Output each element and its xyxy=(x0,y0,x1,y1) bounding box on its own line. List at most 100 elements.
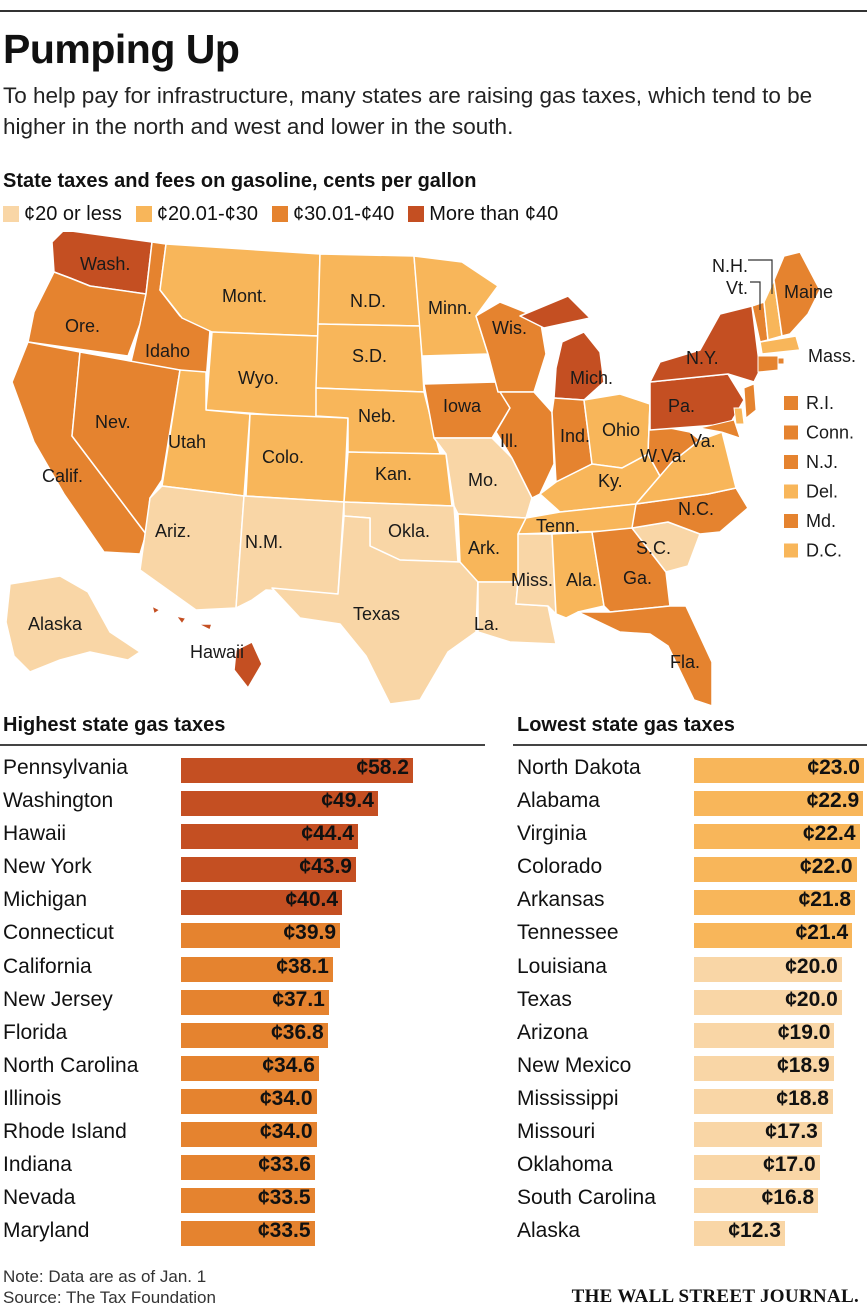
key-label-dc: D.C. xyxy=(806,541,842,561)
bar-value-label: ¢37.1 xyxy=(272,987,325,1011)
bar-row: Indiana ¢33.6 xyxy=(3,1151,488,1184)
bar-category-label: Maryland xyxy=(3,1219,90,1243)
state-label-kan: Kan. xyxy=(375,464,412,484)
bar-row: Texas ¢20.0 xyxy=(517,986,867,1019)
bar-category-label: Virginia xyxy=(517,822,587,846)
bar xyxy=(694,989,842,1015)
state-label-calif: Calif. xyxy=(42,466,83,486)
bar xyxy=(694,956,842,982)
state-maine xyxy=(773,251,821,337)
key-swatch-ri xyxy=(784,396,798,410)
key-label-nj: N.J. xyxy=(806,452,838,472)
state-label-nm: N.M. xyxy=(245,532,283,552)
bar xyxy=(694,890,856,916)
bar xyxy=(694,857,857,883)
bar xyxy=(181,1155,315,1181)
bar xyxy=(694,923,853,949)
bar-category-label: Arkansas xyxy=(517,888,605,912)
state-label-colo: Colo. xyxy=(262,447,304,467)
leader-line-nh xyxy=(748,259,773,294)
state-label-utah: Utah xyxy=(168,432,206,452)
bar-value-label: ¢33.6 xyxy=(258,1153,311,1177)
bar-row: North Carolina ¢34.6 xyxy=(3,1052,488,1085)
bar-category-label: New Jersey xyxy=(3,987,113,1011)
state-label-ill: Ill. xyxy=(500,431,518,451)
state-label-va: Va. xyxy=(690,431,716,451)
bar xyxy=(181,1221,315,1247)
bar-category-label: Florida xyxy=(3,1020,68,1044)
bar-value-label: ¢34.6 xyxy=(262,1053,315,1077)
state-texas xyxy=(271,515,479,705)
bar-value-label: ¢58.2 xyxy=(356,756,409,779)
key-swatch-dc xyxy=(784,543,798,558)
leader-line-vt xyxy=(750,281,761,310)
page-subtitle: To help pay for infrastructure, many sta… xyxy=(3,83,813,139)
bar xyxy=(181,1088,317,1114)
bar-category-label: Colorado xyxy=(517,855,603,879)
bar xyxy=(694,1155,820,1181)
bar-category-label: Washington xyxy=(3,789,114,813)
state-label-alaska: Alaska xyxy=(28,614,83,634)
state-label-wash: Wash. xyxy=(80,254,130,274)
bar xyxy=(181,1188,315,1214)
state-mich xyxy=(519,295,605,401)
publisher-logo: THE WALL STREET JOURNAL. xyxy=(571,1286,859,1307)
state-label-tenn: Tenn. xyxy=(536,516,580,536)
bar-value-label: ¢17.0 xyxy=(763,1153,816,1177)
bar-row: New York ¢43.9 xyxy=(3,853,488,886)
state-nd xyxy=(317,253,421,327)
lowest-bar-chart: North Dakota ¢23.0 Alabama ¢22.9 Virginia ¢22… xyxy=(517,754,867,1250)
key-label-ri: R.I. xyxy=(806,393,834,413)
state-nj xyxy=(743,383,757,419)
bar-row: Hawaii ¢44.4 xyxy=(3,820,488,853)
state-label-ariz: Ariz. xyxy=(155,521,191,541)
state-label-maine: Maine xyxy=(784,282,833,302)
state-label-mass: Mass. xyxy=(808,346,856,366)
legend-item: ¢20 or less xyxy=(3,203,122,226)
highest-rule xyxy=(0,744,485,746)
state-label-neb: Neb. xyxy=(358,406,396,426)
bar-category-label: Michigan xyxy=(3,888,88,912)
state-label-minn: Minn. xyxy=(428,298,472,318)
key-swatch-md xyxy=(784,514,798,528)
state-label-pa: Pa. xyxy=(668,396,695,416)
state-label-ky: Ky. xyxy=(598,471,623,491)
bar-row: Oklahoma ¢17.0 xyxy=(517,1151,867,1184)
state-label-fla: Fla. xyxy=(670,652,700,672)
state-label-miss: Miss. xyxy=(511,570,553,590)
bar-category-label: Mississippi xyxy=(517,1086,619,1110)
bar-value-label: ¢12.3 xyxy=(728,1219,781,1243)
state-label-mont: Mont. xyxy=(222,286,267,306)
bar xyxy=(694,824,860,850)
bar-value-label: ¢18.8 xyxy=(776,1086,829,1110)
legend-label: ¢30.01-¢40 xyxy=(293,202,395,225)
bar-row: Mississippi ¢18.8 xyxy=(517,1085,867,1118)
bar-value-label: ¢23.0 xyxy=(807,756,860,779)
state-hawaii xyxy=(151,605,263,689)
bar-row: Washington ¢49.4 xyxy=(3,787,488,820)
state-label-nev: Nev. xyxy=(95,412,131,432)
bar xyxy=(181,890,343,916)
bar-row: Tennessee ¢21.4 xyxy=(517,919,867,952)
state-del xyxy=(733,407,745,425)
bar-category-label: Alaska xyxy=(517,1219,581,1243)
bar-row: Virginia ¢22.4 xyxy=(517,820,867,853)
state-label-texas: Texas xyxy=(353,604,400,624)
legend-label: ¢20 or less xyxy=(24,202,122,225)
legend-item: ¢30.01-¢40 xyxy=(272,203,394,226)
bar-category-label: Pennsylvania xyxy=(3,756,128,779)
bar-value-label: ¢33.5 xyxy=(257,1219,311,1243)
bar-category-label: Alabama xyxy=(517,789,600,813)
state-ill xyxy=(495,391,555,499)
bar-category-label: New York xyxy=(3,855,92,879)
state-label-wyo: Wyo. xyxy=(238,368,279,388)
bar-row: New Mexico ¢18.9 xyxy=(517,1052,867,1085)
top-rule xyxy=(0,10,867,12)
bar-row: Maryland ¢33.5 xyxy=(3,1217,488,1250)
legend-swatch xyxy=(3,206,19,222)
bar-value-label: ¢18.9 xyxy=(777,1053,830,1077)
legend-swatch xyxy=(272,206,289,222)
bar-value-label: ¢20.0 xyxy=(785,987,838,1011)
bar-value-label: ¢39.9 xyxy=(283,921,337,945)
note-text: Note: Data are as of Jan. 1 xyxy=(3,1267,207,1286)
